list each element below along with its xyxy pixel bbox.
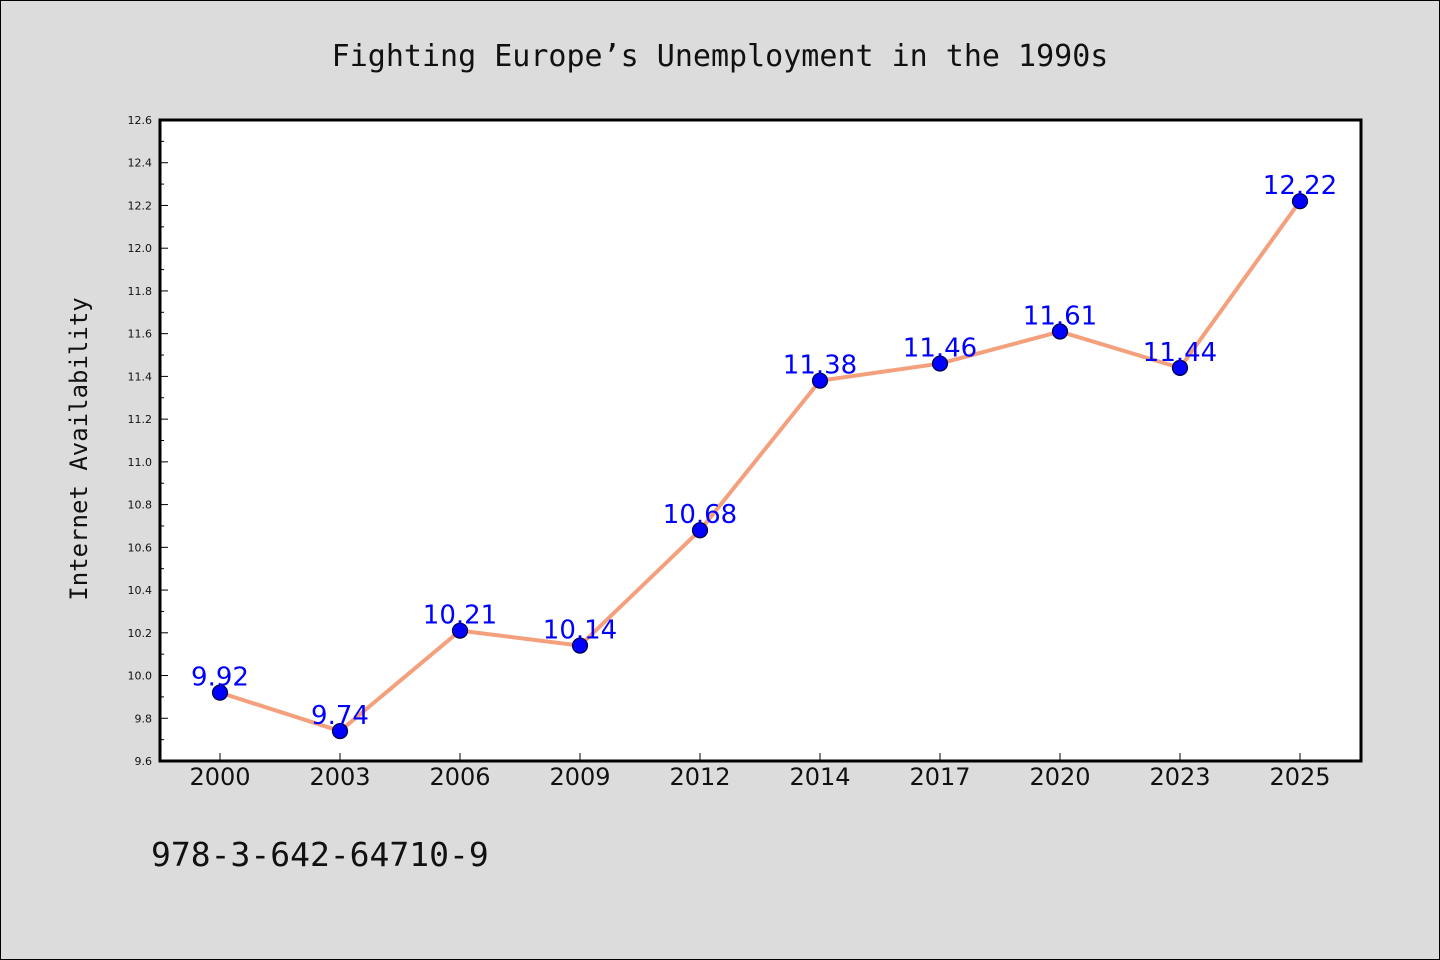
x-tick-label: 2025 xyxy=(1269,763,1330,791)
x-axis: 2000 2003 2006 2009 2012 2014 2017 2020 2023 2025 xyxy=(189,753,1331,791)
data-point xyxy=(571,637,589,654)
x-tick-label: 2017 xyxy=(909,763,970,791)
y-tick-label: 12.6 xyxy=(128,114,153,127)
y-tick-label: 11.6 xyxy=(128,328,153,341)
data-point xyxy=(1051,323,1069,340)
data-point xyxy=(811,372,829,389)
chart-title: Fighting Europe’s Unemployment in the 19… xyxy=(331,39,1109,74)
data-label: 10.21 xyxy=(423,601,497,631)
data-label: 11.46 xyxy=(903,334,977,364)
y-tick-label: 11.8 xyxy=(128,285,153,298)
isbn-footer-text: 978-3-642-64710-9 xyxy=(151,835,489,874)
y-tick-label: 10.8 xyxy=(128,499,153,512)
data-label: 9.92 xyxy=(191,663,249,693)
data-labels: 9.92 9.74 10.21 10.14 10.68 11.38 11.46 11.61 11… xyxy=(191,171,1337,731)
x-tick-label: 2012 xyxy=(669,763,730,791)
y-tick-label: 10.2 xyxy=(128,627,153,640)
y-tick-label: 12.0 xyxy=(128,242,153,255)
y-tick-label: 9.6 xyxy=(135,755,153,768)
y-tick-label: 12.2 xyxy=(128,199,153,212)
y-tick-label: 10.6 xyxy=(128,541,153,554)
y-tick-label: 11.2 xyxy=(128,413,153,426)
x-tick-label: 2014 xyxy=(789,763,850,791)
data-point xyxy=(691,522,709,539)
data-label: 11.38 xyxy=(783,351,857,381)
x-tick-label: 2003 xyxy=(309,763,370,791)
plot-area xyxy=(158,118,1363,763)
data-point xyxy=(211,684,229,701)
y-tick-label: 11.0 xyxy=(128,456,153,469)
data-label: 12.22 xyxy=(1263,171,1337,201)
y-tick-label: 10.4 xyxy=(128,584,153,597)
series-line xyxy=(219,200,1302,734)
y-tick-label: 12.4 xyxy=(128,157,153,170)
x-tick-label: 2023 xyxy=(1149,763,1210,791)
data-label: 9.74 xyxy=(311,701,369,731)
y-axis: 9.6 9.8 10.0 10.2 10.4 10.6 10.8 11.0 11.2 11.4 11… xyxy=(128,114,168,768)
x-tick-label: 2006 xyxy=(429,763,490,791)
data-point xyxy=(931,355,949,372)
data-point xyxy=(451,622,469,639)
x-tick-label: 2009 xyxy=(549,763,610,791)
data-label: 11.44 xyxy=(1143,338,1217,368)
y-tick-label: 9.8 xyxy=(135,712,153,725)
data-label: 11.61 xyxy=(1023,302,1097,332)
data-label: 10.14 xyxy=(543,616,617,646)
data-point xyxy=(1171,359,1189,376)
data-point xyxy=(331,722,349,740)
data-markers xyxy=(211,193,1309,740)
x-tick-label: 2020 xyxy=(1029,763,1090,791)
y-tick-label: 11.4 xyxy=(128,370,153,383)
x-tick-label: 2000 xyxy=(189,763,250,791)
y-tick-label: 10.0 xyxy=(128,670,153,683)
data-point xyxy=(1291,193,1309,210)
data-label: 10.68 xyxy=(663,500,737,530)
